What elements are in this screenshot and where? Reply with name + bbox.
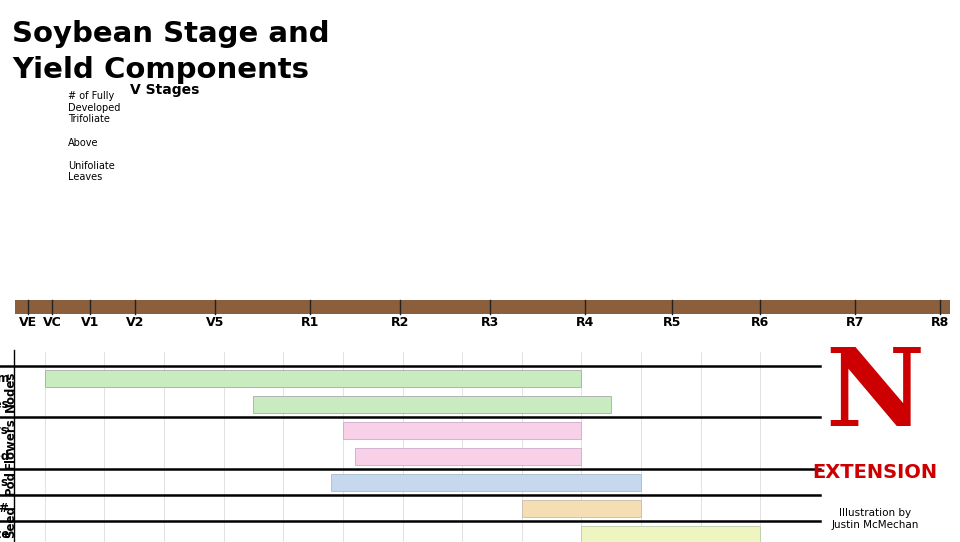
Bar (45, 370, 582, 386)
Text: R1: R1 (300, 317, 319, 330)
Text: VC: VC (42, 317, 61, 330)
Text: Branches: Branches (0, 398, 9, 411)
Text: # of Fully
Developed
Trifoliate

Above

Unifoliate
Leaves: # of Fully Developed Trifoliate Above Un… (68, 91, 120, 183)
Text: V2: V2 (126, 317, 144, 330)
Text: R2: R2 (391, 317, 409, 330)
Text: V5: V5 (205, 317, 225, 330)
Text: Pod: Pod (4, 470, 17, 495)
Text: Seed Size: Seed Size (0, 528, 9, 541)
Text: R7: R7 (846, 317, 864, 330)
Text: R8: R8 (931, 317, 949, 330)
Text: Yield Components: Yield Components (12, 56, 309, 83)
Text: Seed: Seed (4, 505, 17, 538)
Text: Flowers: Flowers (4, 417, 17, 469)
Text: Flowers Aborted: Flowers Aborted (0, 450, 9, 463)
Text: R6: R6 (751, 317, 769, 330)
Text: Nodes: Nodes (4, 371, 17, 412)
Bar (253, 396, 612, 412)
Bar (355, 448, 582, 464)
Text: Soybean Stage and: Soybean Stage and (12, 20, 329, 48)
Text: R3: R3 (481, 317, 499, 330)
Text: Seed #: Seed # (0, 502, 9, 515)
Bar (521, 500, 641, 517)
Bar (343, 422, 582, 438)
Text: V1: V1 (81, 317, 99, 330)
Text: V Stages: V Stages (131, 83, 200, 97)
Text: VE: VE (19, 317, 37, 330)
Bar (582, 526, 760, 542)
Text: Illustration by
Justin McMechan: Illustration by Justin McMechan (831, 508, 919, 530)
Text: R5: R5 (662, 317, 682, 330)
Text: Stem: Stem (0, 372, 9, 385)
Text: Pods: Pods (0, 476, 9, 489)
Text: Flowers: Flowers (0, 424, 9, 437)
Text: R4: R4 (576, 317, 594, 330)
Text: N: N (826, 343, 924, 449)
Bar (331, 474, 641, 491)
Bar (15, 300, 950, 314)
Text: EXTENSION: EXTENSION (812, 463, 938, 482)
